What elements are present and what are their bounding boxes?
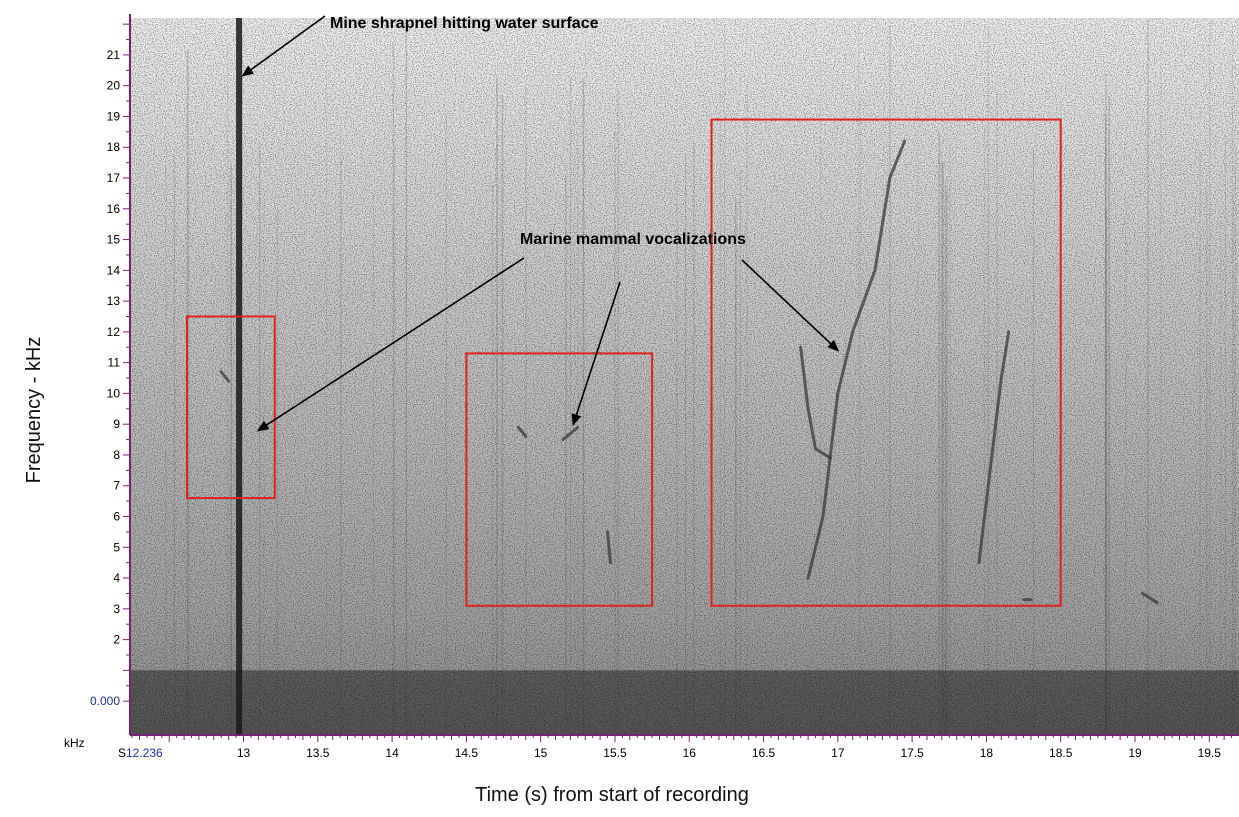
- x-tick-label: 18.5: [1049, 746, 1073, 760]
- x-tick-label: 15.5: [603, 746, 627, 760]
- vocalization-trace: [977, 330, 1011, 565]
- y-tick-label: 8: [113, 448, 120, 462]
- x-tick-label: 15: [534, 746, 548, 760]
- x-tick-label: 19.5: [1198, 746, 1222, 760]
- vocalization-trace: [219, 370, 231, 383]
- x-tick-label: 13: [237, 746, 251, 760]
- shrapnel-event-band: [236, 18, 243, 735]
- y-tick-label: 21: [107, 48, 121, 62]
- plot-area: [130, 18, 1239, 735]
- x-axis: 13 13.5 14 14.5 15 15.5 16 16.5 17 17.5 18 18.5 19 19…: [118, 734, 1239, 760]
- y-tick-label: 15: [107, 233, 121, 247]
- vocalization-trace: [799, 345, 832, 460]
- y-axis: 2 3 4 5 6 7 8 9 10 11 12 13 14 15 16 17 18 19 20 21 0.000 kHz: [64, 14, 131, 750]
- highlight-boxes: [186, 118, 1062, 607]
- highlight-box: [186, 315, 276, 500]
- annotation-arrow: [256, 257, 525, 432]
- y-tick-label: 13: [107, 294, 121, 308]
- x-tick-label: 13.5: [306, 746, 330, 760]
- x-tick-label: 16.5: [752, 746, 776, 760]
- vocalization-trace: [606, 530, 612, 565]
- vocalization-trace: [1140, 591, 1159, 605]
- highlight-box: [465, 352, 654, 607]
- y-tick-label: 9: [113, 417, 120, 431]
- annotation-shrapnel: Mine shrapnel hitting water surface: [330, 15, 599, 32]
- y-tick-label: 18: [107, 140, 121, 154]
- annotation-mammal: Marine mammal vocalizations: [520, 231, 746, 248]
- x-tick-label: 17.5: [900, 746, 924, 760]
- y-unit-label: kHz: [64, 736, 85, 750]
- y-tick-label: 6: [113, 510, 120, 524]
- y-tick-label: 16: [107, 202, 121, 216]
- x-tick-label: 19: [1128, 746, 1142, 760]
- annotation-arrow: [741, 259, 840, 352]
- y-tick-label: 7: [113, 479, 120, 493]
- y-tick-label: 20: [107, 79, 121, 93]
- vocalization-trace: [806, 139, 907, 580]
- x-start-label: 12.236: [126, 746, 163, 760]
- annotation-arrow: [241, 15, 326, 77]
- y-tick-label: 14: [107, 263, 121, 277]
- x-tick-label: 18: [980, 746, 994, 760]
- highlight-box: [710, 118, 1062, 607]
- x-tick-label: 14.5: [455, 746, 479, 760]
- annotation-arrow: [571, 281, 621, 427]
- y-tick-label: 5: [113, 540, 120, 554]
- y-tick-label: 17: [107, 171, 121, 185]
- y-tick-label: 4: [113, 571, 120, 585]
- y-tick-label: 2: [113, 633, 120, 647]
- y-origin-label: 0.000: [90, 694, 120, 708]
- y-tick-label: 11: [108, 356, 121, 370]
- vocalization-traces: [219, 139, 1159, 605]
- y-tick-label: 19: [107, 109, 121, 123]
- y-tick-label: 12: [107, 325, 121, 339]
- spectrogram-noise: [130, 18, 1239, 735]
- x-tick-label: 14: [385, 746, 399, 760]
- annotations: Mine shrapnel hitting water surface Marin…: [241, 15, 840, 432]
- y-tick-label: 3: [113, 602, 120, 616]
- vocalization-trace: [561, 425, 580, 442]
- x-tick-label: 16: [683, 746, 697, 760]
- y-tick-label: 10: [107, 386, 121, 400]
- vocalization-trace: [516, 425, 528, 438]
- x-axis-title: Time (s) from start of recording: [475, 784, 749, 806]
- x-tick-label: 17: [831, 746, 845, 760]
- x-unit-label: S: [118, 746, 126, 760]
- y-axis-title: Frequency - kHz: [23, 337, 45, 484]
